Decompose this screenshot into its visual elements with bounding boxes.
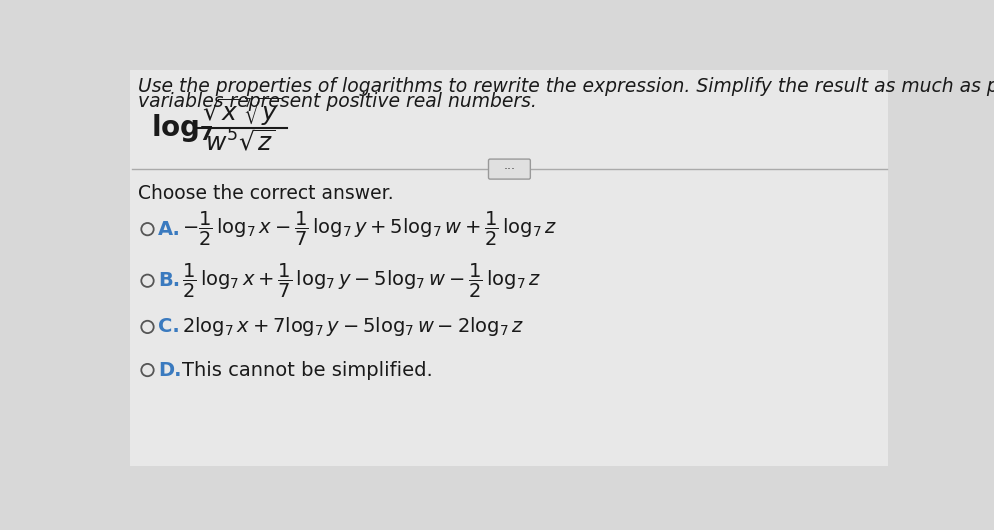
Text: $w^5\sqrt{z}$: $w^5\sqrt{z}$: [205, 128, 275, 156]
Text: $\sqrt{x}\,\sqrt[7]{y}$: $\sqrt{x}\,\sqrt[7]{y}$: [202, 96, 281, 128]
Text: ···: ···: [503, 163, 516, 175]
FancyBboxPatch shape: [488, 159, 531, 179]
Text: D.: D.: [158, 360, 182, 379]
Text: C.: C.: [158, 317, 180, 337]
Text: Choose the correct answer.: Choose the correct answer.: [138, 184, 394, 202]
Text: A.: A.: [158, 219, 181, 238]
Text: variables represent positive real numbers.: variables represent positive real number…: [138, 92, 537, 111]
Text: B.: B.: [158, 271, 181, 290]
Text: $\dfrac{1}{2}\,\log_{7}x + \dfrac{1}{7}\,\log_{7}y - 5\log_{7}w - \dfrac{1}{2}\,: $\dfrac{1}{2}\,\log_{7}x + \dfrac{1}{7}\…: [182, 262, 542, 300]
Text: $-\dfrac{1}{2}\,\log_{7}x - \dfrac{1}{7}\,\log_{7}y + 5\log_{7}w + \dfrac{1}{2}\: $-\dfrac{1}{2}\,\log_{7}x - \dfrac{1}{7}…: [182, 210, 558, 248]
Text: This cannot be simplified.: This cannot be simplified.: [182, 360, 433, 379]
Text: Use the properties of logarithms to rewrite the expression. Simplify the result : Use the properties of logarithms to rewr…: [138, 77, 994, 96]
Text: $\mathbf{log}_{\mathbf{7}}$: $\mathbf{log}_{\mathbf{7}}$: [151, 111, 214, 144]
Text: $2\log_{7}x + 7\log_{7}y - 5\log_{7}w - 2\log_{7}z$: $2\log_{7}x + 7\log_{7}y - 5\log_{7}w - …: [182, 315, 525, 339]
FancyBboxPatch shape: [130, 70, 889, 465]
